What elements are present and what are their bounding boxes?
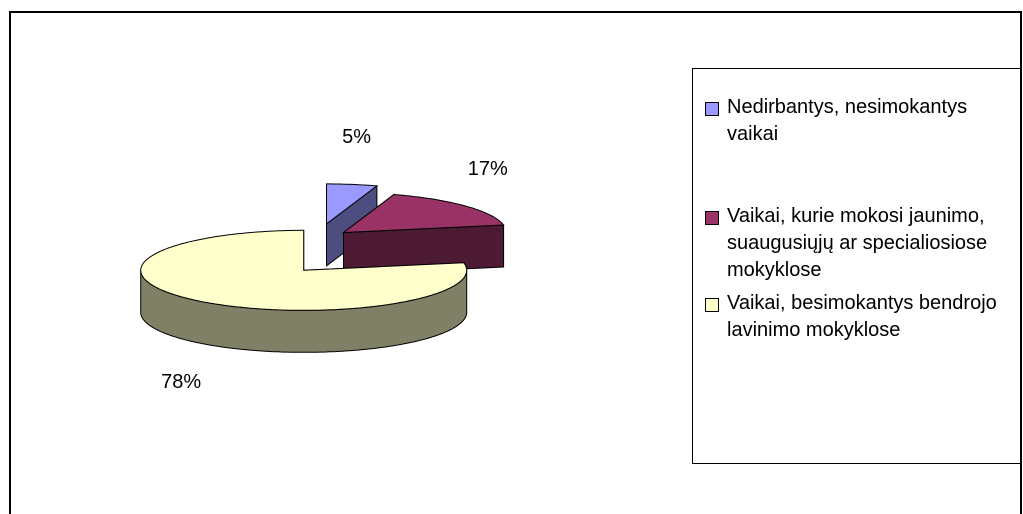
legend-label: Vaikai, kurie mokosi jaunimo, suaugusiųj… [727,205,988,281]
data-label: 5% [342,126,371,148]
legend-swatch [705,211,719,225]
slice-top [341,193,505,234]
slice-top [326,183,379,225]
data-label: 17% [468,158,508,180]
slice [140,229,468,353]
legend-item: Vaikai, besimokantys bendrojo lavinimo m… [705,290,1005,344]
data-label: 78% [161,371,201,393]
legend-item: Vaikai, kurie mokosi jaunimo, suaugusiųj… [705,203,1005,284]
legend-swatch [705,298,719,312]
legend-item: Nedirbantys, nesimokantys vaikai [705,94,1005,148]
legend-label: Vaikai, besimokantys bendrojo lavinimo m… [727,292,997,341]
legend-label: Nedirbantys, nesimokantys vaikai [727,96,968,145]
chart-border [9,11,1022,514]
legend: Nedirbantys, nesimokantys vaikai Vaikai, … [692,68,1021,464]
slice [341,193,505,276]
legend-swatch [705,102,719,116]
slice-top [140,229,468,311]
